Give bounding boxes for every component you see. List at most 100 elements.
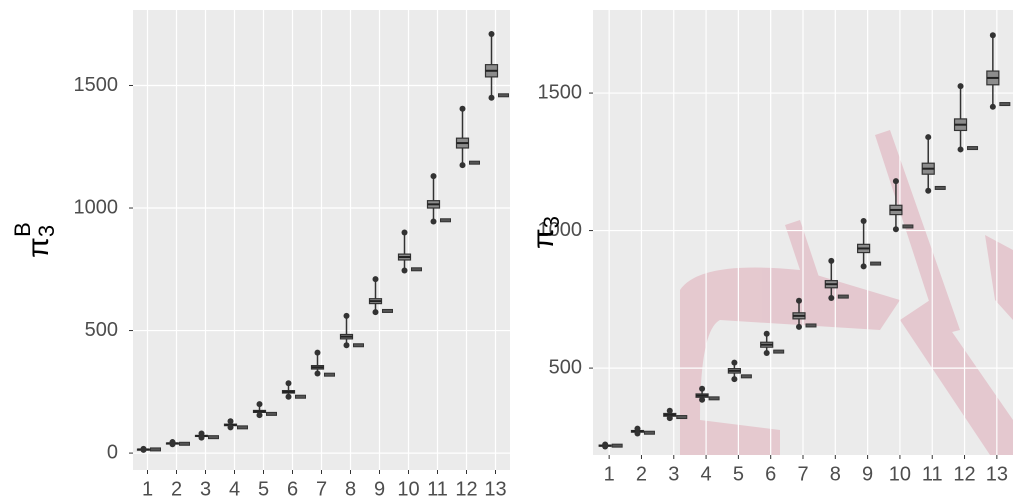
outlier [315, 370, 321, 376]
x-tick-label: 7 [797, 463, 808, 485]
offset-box [1000, 103, 1010, 106]
x-tick-label: 9 [374, 478, 385, 499]
offset-box [267, 412, 277, 415]
outlier [344, 313, 350, 319]
offset-box [412, 268, 422, 271]
x-tick-label: 8 [345, 478, 356, 499]
outlier [893, 226, 899, 232]
outlier [431, 173, 437, 179]
outlier [893, 178, 899, 184]
outlier [634, 431, 640, 437]
subscript: 3 [539, 216, 564, 228]
outlier [199, 435, 205, 441]
outlier [170, 441, 176, 447]
outlier [286, 380, 292, 386]
outlier [460, 106, 466, 112]
offset-box [774, 350, 784, 353]
y-tick-label: 1000 [74, 196, 119, 218]
x-tick-label: 3 [200, 478, 211, 499]
x-tick-label: 12 [455, 478, 477, 499]
offset-box [677, 416, 687, 419]
outlier [861, 263, 867, 269]
offset-box [470, 161, 480, 164]
offset-box [441, 219, 451, 222]
offset-box [151, 448, 161, 451]
x-tick-label: 9 [862, 463, 873, 485]
x-tick-label: 12 [953, 463, 975, 485]
x-tick-label: 1 [604, 463, 615, 485]
outlier [796, 324, 802, 330]
outlier [257, 412, 263, 418]
outlier [141, 447, 147, 453]
outlier [286, 394, 292, 400]
offset-box [354, 344, 364, 347]
offset-box [903, 225, 913, 228]
x-tick-label: 13 [986, 463, 1008, 485]
outlier [228, 418, 234, 424]
outlier [667, 415, 673, 421]
y-axis-label: π3 [527, 216, 564, 249]
offset-box [806, 324, 816, 327]
offset-box [644, 431, 654, 434]
offset-box [741, 375, 751, 378]
outlier [315, 350, 321, 356]
outlier [699, 397, 705, 403]
outlier [602, 443, 608, 449]
x-tick-label: 3 [668, 463, 679, 485]
y-tick-label: 500 [549, 356, 582, 378]
outlier [990, 32, 996, 38]
offset-box [612, 444, 622, 447]
outlier [402, 230, 408, 236]
x-tick-label: 1 [142, 478, 153, 499]
outlier [731, 360, 737, 366]
subscript: 3 [34, 225, 59, 237]
x-tick-label: 2 [636, 463, 647, 485]
y-tick-label: 0 [107, 441, 118, 463]
outlier [731, 376, 737, 382]
outlier [344, 342, 350, 348]
x-tick-label: 5 [733, 463, 744, 485]
x-tick-label: 6 [765, 463, 776, 485]
outlier [958, 146, 964, 152]
outlier [796, 298, 802, 304]
outlier [958, 83, 964, 89]
x-tick-label: 10 [889, 463, 911, 485]
outlier [431, 218, 437, 224]
x-tick-label: 4 [701, 463, 712, 485]
outlier [373, 309, 379, 315]
outlier [828, 295, 834, 301]
outlier [925, 134, 931, 140]
symbol: π [527, 228, 560, 249]
y-tick-label: 500 [85, 319, 118, 341]
outlier [990, 104, 996, 110]
outlier [402, 268, 408, 274]
x-tick-label: 8 [830, 463, 841, 485]
y-tick-label: 1500 [74, 74, 119, 96]
outlier [489, 95, 495, 101]
offset-box [838, 295, 848, 298]
x-tick-label: 10 [397, 478, 419, 499]
x-tick-label: 7 [316, 478, 327, 499]
x-tick-label: 4 [229, 478, 240, 499]
outlier [228, 424, 234, 430]
x-tick-label: 6 [287, 478, 298, 499]
x-tick-label: 11 [922, 463, 943, 485]
offset-box [383, 309, 393, 312]
offset-box [968, 147, 978, 150]
outlier [489, 31, 495, 37]
outlier [699, 386, 705, 392]
symbol: π [22, 237, 55, 258]
figure: 05001000150012345678910111213π3B 5001000… [0, 0, 1019, 499]
superscript: B [10, 222, 35, 237]
outlier [373, 276, 379, 282]
offset-box [499, 94, 509, 97]
outlier [861, 218, 867, 224]
offset-box [935, 186, 945, 189]
outlier [764, 350, 770, 356]
offset-box [325, 373, 335, 376]
outlier [828, 258, 834, 264]
outlier [667, 408, 673, 414]
offset-box [238, 426, 248, 429]
outlier [925, 188, 931, 194]
y-axis-label: π3B [10, 222, 59, 258]
